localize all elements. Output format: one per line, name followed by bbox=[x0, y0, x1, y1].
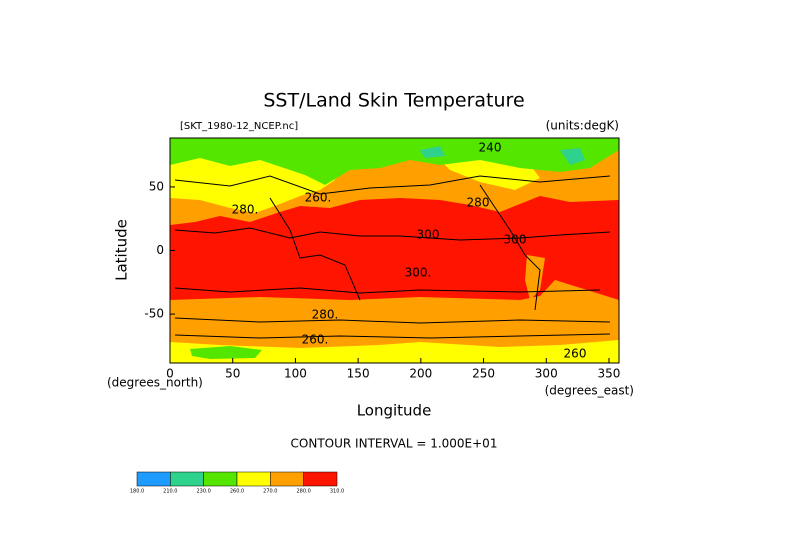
x-tick-label: 250 bbox=[472, 367, 495, 381]
contour-line bbox=[479, 184, 541, 311]
x-tick-label: 200 bbox=[409, 367, 432, 381]
contour-line bbox=[174, 175, 611, 195]
contour-label: 300 bbox=[417, 228, 440, 242]
contour-band bbox=[420, 146, 585, 165]
y-tick-label: 0 bbox=[156, 243, 164, 257]
colorbar-label: 260.0 bbox=[230, 489, 244, 495]
y-axis-label: Latitude bbox=[113, 219, 131, 281]
colorbar-label: 210.0 bbox=[163, 489, 177, 495]
contour-label: 280 bbox=[467, 196, 490, 210]
colorbar-box bbox=[303, 471, 338, 487]
colorbar-label: 310.0 bbox=[330, 489, 344, 495]
map-field bbox=[170, 138, 619, 363]
contour-band bbox=[170, 138, 619, 185]
file-label: [SKT_1980-12_NCEP.nc] bbox=[180, 121, 298, 132]
chart-title: SST/Land Skin Temperature bbox=[263, 90, 524, 112]
x-tick-label: 100 bbox=[284, 367, 307, 381]
colorbar-box bbox=[236, 471, 271, 487]
x-tick-label: 350 bbox=[598, 367, 621, 381]
colorbar-box bbox=[170, 471, 204, 487]
contour-line bbox=[174, 287, 601, 294]
units-label: (units:degK) bbox=[546, 119, 619, 133]
contour-interval-note: CONTOUR INTERVAL = 1.000E+01 bbox=[291, 437, 498, 451]
x-unit-label: (degrees_east) bbox=[545, 384, 634, 398]
contour-line bbox=[174, 317, 611, 324]
contour-line bbox=[174, 333, 611, 339]
x-tick-label: 300 bbox=[535, 367, 558, 381]
contour-label: 260. bbox=[302, 333, 329, 347]
contour-label: 240 bbox=[479, 141, 502, 155]
contour-label: 280. bbox=[312, 308, 339, 322]
colorbar-box bbox=[203, 471, 238, 487]
colorbar-label: 180.0 bbox=[130, 489, 144, 495]
contour-label: 260 bbox=[564, 347, 587, 361]
x-axis-label: Longitude bbox=[357, 402, 432, 420]
contour-band bbox=[190, 346, 262, 359]
x-tick-label: 0 bbox=[166, 367, 174, 381]
y-tick-label: 50 bbox=[149, 179, 164, 193]
contour-label: 300. bbox=[405, 266, 432, 280]
x-tick-label: 50 bbox=[225, 367, 240, 381]
colorbar-box bbox=[270, 471, 304, 487]
contour-band bbox=[170, 340, 619, 363]
contour-label: 280. bbox=[232, 203, 259, 217]
colorbar-box bbox=[136, 471, 171, 487]
colorbar-label: 230.0 bbox=[197, 489, 211, 495]
colorbar-label: 270.0 bbox=[263, 489, 277, 495]
x-tick-label: 150 bbox=[347, 367, 370, 381]
contour-line bbox=[174, 227, 611, 241]
contour-label: 300 bbox=[504, 233, 527, 247]
contour-label: 260. bbox=[305, 191, 332, 205]
contour-line bbox=[269, 197, 361, 301]
y-tick-label: -50 bbox=[144, 307, 164, 321]
colorbar-label: 280.0 bbox=[297, 489, 311, 495]
y-unit-label: (degrees_north) bbox=[107, 376, 203, 390]
